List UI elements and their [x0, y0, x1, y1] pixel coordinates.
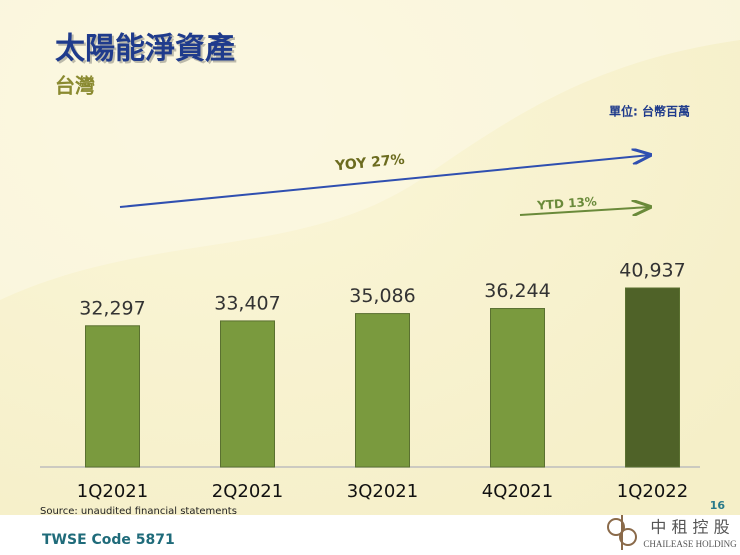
x-tick-label: 1Q2021	[77, 481, 148, 502]
bar	[220, 320, 275, 468]
value-label: 33,407	[214, 292, 280, 314]
source-note: Source: unaudited financial statements	[40, 506, 237, 517]
bar	[490, 308, 545, 468]
logo-subtext: CHAILEASE HOLDING	[643, 539, 737, 549]
page-number: 16	[710, 499, 726, 512]
yoy-annotation: YOY 27%	[334, 152, 406, 175]
value-label: 32,297	[79, 297, 145, 319]
x-tick-label: 2Q2021	[212, 481, 283, 502]
value-label: 35,086	[349, 285, 415, 307]
value-label: 36,244	[484, 280, 550, 302]
bar	[355, 313, 410, 468]
ytd-annotation: YTD 13%	[536, 194, 598, 212]
yoy-arrow	[119, 155, 650, 208]
ytd-arrow	[519, 207, 650, 215]
logo-text: 中 租 控 股	[650, 518, 729, 537]
chart-title: 太陽能淨資產	[55, 32, 235, 67]
bar	[85, 325, 140, 468]
x-tick-label: 4Q2021	[482, 481, 553, 502]
background-swirl	[0, 0, 740, 300]
value-label: 40,937	[619, 260, 685, 282]
footer-code: TWSE Code 5871	[42, 532, 175, 548]
subtitle: 台灣	[55, 74, 95, 98]
x-tick-label: 1Q2022	[617, 481, 688, 502]
unit-label: 單位: 台幣百萬	[609, 104, 690, 119]
bar	[625, 287, 680, 468]
title-shadow: 太陽能淨資產	[57, 34, 237, 69]
x-tick-label: 3Q2021	[347, 481, 418, 502]
logo-icon	[607, 515, 637, 550]
